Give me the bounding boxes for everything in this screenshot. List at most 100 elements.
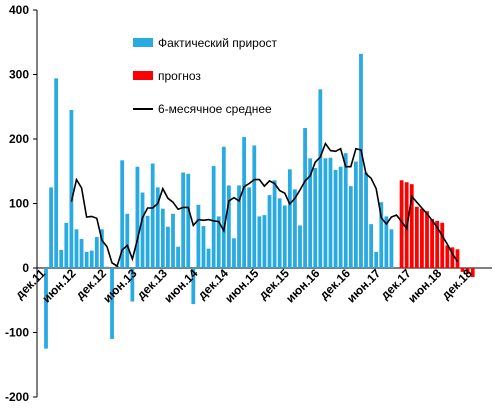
bar-actual bbox=[196, 204, 201, 268]
bar-actual bbox=[211, 166, 216, 268]
bar-forecast bbox=[460, 268, 465, 272]
bar-actual bbox=[150, 163, 155, 268]
bar-actual bbox=[267, 195, 272, 268]
legend: Фактический прирост прогноз 6-месячное с… bbox=[133, 36, 278, 116]
legend-swatch-forecast bbox=[133, 71, 153, 80]
bar-actual bbox=[171, 213, 175, 268]
line-average bbox=[70, 141, 459, 268]
bar-actual bbox=[353, 161, 358, 268]
bar-actual bbox=[181, 172, 186, 268]
bar-forecast bbox=[420, 208, 424, 268]
line-series bbox=[70, 141, 459, 268]
bar-actual bbox=[94, 237, 99, 268]
y-tick-label: 300 bbox=[9, 68, 29, 82]
bar-actual bbox=[277, 198, 282, 268]
bar-actual bbox=[221, 146, 226, 268]
legend-swatch-actual bbox=[133, 38, 153, 47]
bar-actual bbox=[74, 229, 79, 268]
bar-forecast bbox=[399, 180, 404, 268]
bar-actual bbox=[364, 172, 368, 268]
bar-actual bbox=[379, 202, 384, 268]
bar-actual bbox=[155, 187, 160, 268]
bar-actual bbox=[287, 169, 292, 268]
bar-actual bbox=[105, 266, 109, 268]
bar-actual bbox=[135, 166, 140, 268]
legend-label-actual: Фактический прирост bbox=[158, 36, 278, 50]
bar-actual bbox=[44, 268, 48, 349]
bar-actual bbox=[308, 158, 313, 268]
bar-actual bbox=[384, 216, 389, 268]
bar-actual bbox=[338, 166, 343, 268]
bar-actual bbox=[328, 157, 333, 268]
bar-actual bbox=[242, 137, 247, 268]
bar-actual bbox=[333, 169, 338, 268]
y-tick-label: 100 bbox=[9, 197, 29, 211]
y-tick-label: -200 bbox=[5, 390, 29, 404]
x-tick-label: июн.18 bbox=[405, 266, 445, 306]
legend-label-forecast: прогноз bbox=[158, 69, 201, 83]
bar-actual bbox=[130, 268, 135, 302]
bar-actual bbox=[84, 251, 89, 268]
bar-actual bbox=[313, 168, 318, 268]
legend-label-average: 6-месячное среднее bbox=[158, 102, 272, 116]
bar-actual bbox=[359, 53, 363, 268]
bar-forecast bbox=[414, 206, 419, 268]
bar-actual bbox=[318, 89, 323, 269]
bar-actual bbox=[79, 238, 84, 268]
bar-actual bbox=[145, 215, 150, 268]
bar-actual bbox=[272, 180, 277, 268]
bar-actual bbox=[166, 226, 170, 268]
bar-actual bbox=[237, 185, 241, 268]
bar-actual bbox=[99, 229, 104, 268]
bar-actual bbox=[282, 205, 287, 268]
bar-actual bbox=[323, 158, 328, 268]
bar-actual bbox=[54, 78, 59, 269]
bar-actual bbox=[216, 216, 221, 268]
bar-forecast bbox=[445, 245, 450, 268]
bar-forecast bbox=[435, 220, 440, 268]
bars bbox=[44, 53, 475, 349]
bar-forecast bbox=[409, 184, 414, 268]
x-tick-label: июн.15 bbox=[222, 266, 262, 306]
x-tick-label: июн.17 bbox=[344, 266, 384, 306]
bar-actual bbox=[374, 251, 379, 268]
y-tick-label: 400 bbox=[9, 3, 29, 17]
bar-actual bbox=[226, 185, 231, 268]
bar-actual bbox=[201, 226, 206, 268]
bar-actual bbox=[298, 225, 302, 268]
bar-actual bbox=[257, 216, 262, 268]
bar-forecast bbox=[425, 211, 429, 268]
bar-actual bbox=[262, 215, 267, 268]
bar-forecast bbox=[470, 268, 475, 278]
bar-actual bbox=[125, 213, 130, 268]
bar-actual bbox=[191, 268, 196, 305]
bar-actual bbox=[160, 208, 165, 268]
bar-actual bbox=[303, 128, 307, 268]
bar-actual bbox=[89, 250, 94, 268]
bar-forecast bbox=[455, 249, 460, 268]
y-tick-label: 0 bbox=[22, 261, 29, 275]
x-tick-label: дек.18 bbox=[439, 266, 475, 302]
y-tick-label: -100 bbox=[5, 326, 29, 340]
bar-actual bbox=[206, 248, 211, 268]
bar-actual bbox=[59, 249, 64, 268]
bar-actual bbox=[120, 160, 125, 268]
bar-actual bbox=[293, 189, 297, 268]
bar-forecast bbox=[430, 218, 434, 268]
bar-actual bbox=[343, 153, 348, 268]
bar-actual bbox=[389, 229, 394, 268]
bar-actual bbox=[232, 238, 236, 268]
bar-forecast bbox=[440, 222, 445, 268]
y-tick-label: 200 bbox=[9, 132, 29, 146]
bar-actual bbox=[176, 246, 180, 268]
bar-actual bbox=[64, 222, 69, 268]
bar-actual bbox=[49, 187, 53, 268]
bar-actual bbox=[186, 173, 191, 268]
bar-actual bbox=[69, 109, 74, 268]
bar-forecast bbox=[465, 268, 470, 274]
bar-forecast bbox=[450, 247, 455, 268]
bar-actual bbox=[369, 224, 374, 268]
bar-actual bbox=[348, 186, 353, 268]
bar-actual bbox=[110, 268, 114, 339]
